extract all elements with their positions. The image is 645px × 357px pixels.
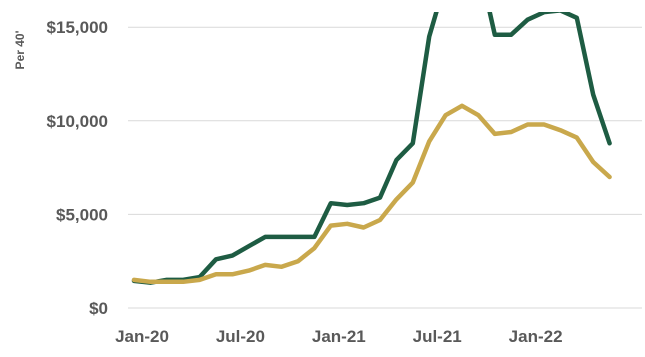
gridlines bbox=[128, 26, 642, 309]
y-tick-label: $15,000 bbox=[47, 18, 108, 37]
series-line-1 bbox=[131, 12, 612, 285]
y-axis-label: Per 40' bbox=[13, 30, 27, 69]
series-line-2 bbox=[131, 103, 612, 285]
x-tick-label: Jul-21 bbox=[413, 327, 462, 346]
x-tick-label: Jul-20 bbox=[216, 327, 265, 346]
x-tick-label: Jan-22 bbox=[509, 327, 563, 346]
y-tick-label: $10,000 bbox=[47, 112, 108, 131]
axes: $0 $5,000 $10,000 $15,000 Per 40' Jan-20 Jul-2… bbox=[13, 18, 563, 346]
y-tick-label: $5,000 bbox=[56, 205, 108, 224]
x-tick-label: Jan-21 bbox=[312, 327, 366, 346]
series-group bbox=[131, 12, 612, 285]
y-tick-label: $0 bbox=[89, 299, 108, 318]
x-tick-label: Jan-20 bbox=[115, 327, 169, 346]
